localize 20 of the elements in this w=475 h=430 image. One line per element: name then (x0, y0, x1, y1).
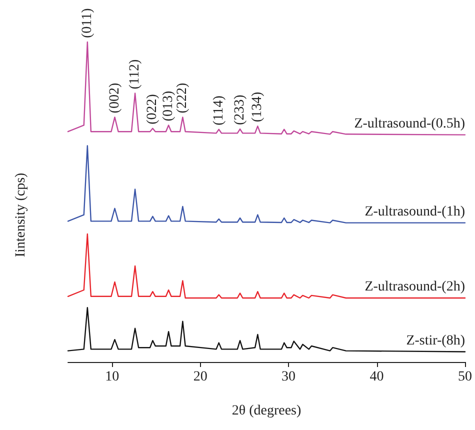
series-label: Z-ultrasound-(0.5h) (354, 116, 466, 132)
y-axis-title: Iintensity (cps) (14, 172, 28, 258)
annotation: (233) (232, 94, 248, 126)
x-tick-label: 40 (370, 370, 384, 384)
series-label: Z-stir-(8h) (406, 333, 466, 348)
annotation: (022) (145, 94, 160, 124)
annotation: (222) (175, 82, 190, 114)
x-tick-label: 10 (105, 370, 120, 384)
x-tick-label: 30 (282, 370, 296, 384)
annotation: (013) (161, 90, 176, 122)
x-axis-title: 2θ (degrees) (232, 404, 302, 418)
annotation: (134) (250, 92, 266, 122)
annotation: (114) (211, 95, 226, 126)
series-label: Z-ultrasound-(1h) (364, 204, 466, 220)
x-tick-label: 50 (458, 370, 472, 384)
x-tick-label: 20 (193, 370, 208, 384)
series-label: Z-ultrasound-(2h) (364, 280, 466, 294)
annotation: (002) (107, 82, 122, 114)
annotation: (011) (80, 8, 95, 38)
annotation: (112) (128, 59, 143, 90)
